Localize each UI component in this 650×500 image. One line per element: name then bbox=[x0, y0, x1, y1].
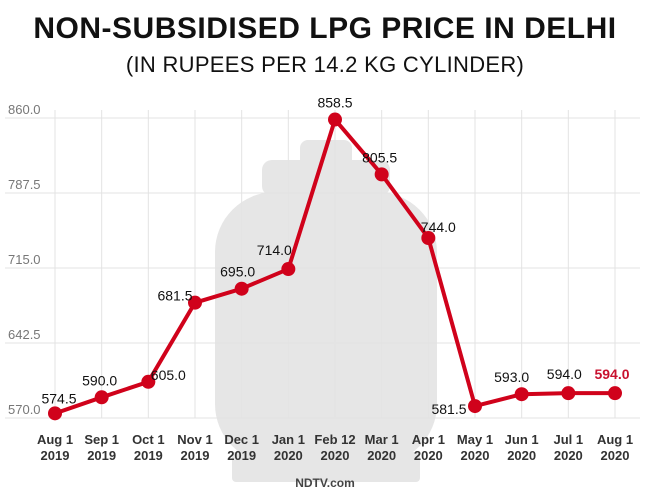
x-tick-label: 2020 bbox=[601, 448, 630, 463]
data-label: 605.0 bbox=[151, 367, 186, 383]
y-tick-label: 570.0 bbox=[8, 402, 41, 417]
data-point bbox=[141, 374, 156, 389]
data-label: 574.5 bbox=[41, 390, 76, 406]
x-tick-label: 2020 bbox=[321, 448, 350, 463]
cylinder-watermark bbox=[215, 140, 437, 482]
x-tick-label: 2019 bbox=[41, 448, 70, 463]
data-label: 581.5 bbox=[431, 401, 466, 417]
data-point bbox=[561, 386, 576, 401]
x-tick-label: 2020 bbox=[554, 448, 583, 463]
data-label: 714.0 bbox=[257, 242, 292, 258]
data-point bbox=[281, 262, 296, 277]
chart-subtitle: (IN RUPEES PER 14.2 KG CYLINDER) bbox=[125, 52, 525, 77]
x-tick-label: Dec 1 bbox=[224, 432, 259, 447]
cylinder-body bbox=[215, 192, 437, 464]
data-point bbox=[608, 386, 622, 401]
x-tick-label: Aug 1 bbox=[597, 432, 633, 447]
x-tick-label: Jul 1 bbox=[554, 432, 584, 447]
x-tick-label: 2020 bbox=[461, 448, 490, 463]
data-point bbox=[421, 231, 436, 245]
x-tick-label: Jun 1 bbox=[505, 432, 539, 447]
data-label: 695.0 bbox=[220, 264, 255, 280]
x-tick-label: 2020 bbox=[507, 448, 536, 463]
x-tick-label: Jan 1 bbox=[272, 432, 305, 447]
x-tick-label: 2020 bbox=[367, 448, 396, 463]
data-point bbox=[374, 167, 389, 182]
data-point bbox=[468, 399, 482, 414]
x-tick-label: 2019 bbox=[87, 448, 116, 463]
cylinder-valve bbox=[262, 160, 390, 196]
x-tick-label: Oct 1 bbox=[132, 432, 165, 447]
x-tick-label: 2019 bbox=[181, 448, 210, 463]
x-tick-label: 2019 bbox=[134, 448, 163, 463]
y-tick-label: 642.5 bbox=[8, 327, 41, 342]
data-label: 858.5 bbox=[317, 95, 352, 111]
y-tick-label: 860.0 bbox=[8, 102, 41, 117]
data-point bbox=[94, 390, 109, 405]
data-point bbox=[188, 295, 202, 310]
chart-title: NON-SUBSIDISED LPG PRICE IN DELHI bbox=[33, 12, 617, 45]
x-tick-label: Feb 12 bbox=[314, 432, 355, 447]
x-tick-label: Mar 1 bbox=[365, 432, 399, 447]
data-label: 805.5 bbox=[362, 149, 397, 165]
data-point bbox=[514, 387, 529, 402]
data-point bbox=[328, 112, 342, 127]
data-point bbox=[234, 281, 249, 296]
x-tick-label: Aug 1 bbox=[37, 432, 73, 447]
x-tick-label: Nov 1 bbox=[177, 432, 212, 447]
x-tick-label: Sep 1 bbox=[84, 432, 119, 447]
x-tick-label: May 1 bbox=[457, 432, 493, 447]
x-tick-label: 2019 bbox=[227, 448, 256, 463]
source-credit: NDTV.com bbox=[295, 476, 355, 490]
x-tick-label: Apr 1 bbox=[412, 432, 445, 447]
data-label: 744.0 bbox=[421, 219, 456, 235]
data-label: 590.0 bbox=[82, 372, 117, 388]
y-tick-label: 715.0 bbox=[8, 252, 41, 267]
data-label: 681.5 bbox=[157, 288, 192, 304]
data-label: 593.0 bbox=[494, 369, 529, 385]
y-tick-label: 787.5 bbox=[8, 177, 41, 192]
data-point bbox=[48, 406, 62, 421]
data-label: 594.0 bbox=[547, 366, 582, 382]
x-tick-label: 2020 bbox=[414, 448, 443, 463]
cylinder-base bbox=[232, 452, 420, 482]
data-label: 594.0 bbox=[594, 366, 629, 382]
x-tick-label: 2020 bbox=[274, 448, 303, 463]
